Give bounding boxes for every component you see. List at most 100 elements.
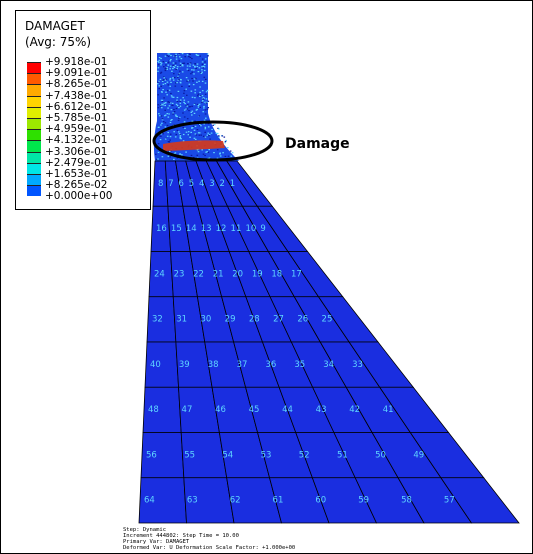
element-label: 15 [171,224,182,234]
legend-label: +5.785e-01 [45,112,108,124]
node-speck [187,69,190,72]
node-speck [162,83,165,85]
node-speck [197,104,200,107]
node-speck [161,80,164,82]
node-speck [181,85,183,87]
node-speck [180,79,182,81]
node-speck [203,66,206,68]
legend-swatch [27,73,41,85]
node-speck [211,128,213,131]
node-speck [179,56,181,58]
node-speck [179,153,181,155]
node-speck [176,96,179,99]
element-label: 49 [413,450,424,460]
node-speck [186,68,189,70]
node-speck [221,135,224,137]
node-speck [201,95,204,97]
legend-swatch [27,62,41,74]
element-label: 2 [220,179,225,189]
element-label: 33 [352,360,363,370]
node-speck [181,71,184,73]
node-speck [161,122,163,124]
footer-line-increment: Increment 444802: Step Time = 10.00 [123,533,239,539]
element-label: 61 [273,496,284,506]
element-label: 55 [184,450,195,460]
node-speck [179,65,182,67]
node-speck [168,150,171,152]
node-speck [159,72,162,74]
node-speck [169,85,171,87]
node-speck [198,103,201,105]
node-speck [203,76,206,78]
node-speck [158,113,160,115]
element-label: 6 [179,179,184,189]
node-speck [192,125,195,127]
node-speck [161,100,164,102]
node-speck [201,80,204,82]
node-speck [177,119,180,121]
legend-label: +8.265e-01 [45,78,108,91]
node-speck [196,129,199,131]
node-speck [173,76,176,79]
element-label: 26 [297,315,308,325]
node-speck [168,113,170,115]
node-speck [194,92,196,94]
node-speck [175,53,177,55]
node-speck [176,82,178,84]
node-speck [194,77,197,79]
node-speck [157,104,160,106]
node-speck [197,71,200,73]
node-speck [182,65,184,67]
status-footer: Step: Dynamic Increment 444802: Step Tim… [123,527,295,551]
legend-label: +8.265e-02 [45,179,108,192]
element-label: 19 [252,269,263,279]
node-speck [197,132,200,134]
node-speck [158,59,161,61]
node-speck [170,59,172,61]
node-speck [203,107,205,109]
node-speck [157,67,160,69]
node-speck [186,105,189,107]
element-label: 12 [216,224,227,234]
node-speck [169,136,172,138]
node-speck [184,56,186,58]
node-speck [175,56,178,58]
node-speck [223,136,226,138]
node-speck [201,63,204,65]
node-speck [160,85,162,87]
node-speck [197,54,200,56]
node-speck [167,131,169,134]
legend-title: DAMAGET [25,19,85,33]
node-speck [195,67,197,69]
node-speck [197,93,200,95]
node-speck [197,106,200,108]
node-speck [161,107,163,109]
node-speck [182,133,185,136]
node-speck [160,62,163,64]
node-speck [175,107,178,110]
element-label: 22 [193,269,204,279]
node-speck [216,132,219,135]
node-speck [204,58,207,60]
node-speck [182,112,184,114]
node-speck [224,140,227,143]
node-speck [204,128,207,130]
node-speck [191,127,193,129]
node-speck [204,126,207,128]
node-speck [178,117,180,119]
node-speck [186,108,189,110]
element-label: 47 [182,405,193,415]
node-speck [200,125,202,127]
node-speck [201,58,204,60]
node-speck [158,126,160,128]
node-speck [157,64,160,66]
node-speck [168,105,171,107]
node-speck [205,91,208,93]
node-speck [190,111,193,113]
node-speck [174,136,177,138]
node-speck [204,61,206,63]
node-speck [176,66,179,68]
legend: DAMAGET (Avg: 75%) +9.918e-01 +9.091e-01 +… [15,10,151,210]
